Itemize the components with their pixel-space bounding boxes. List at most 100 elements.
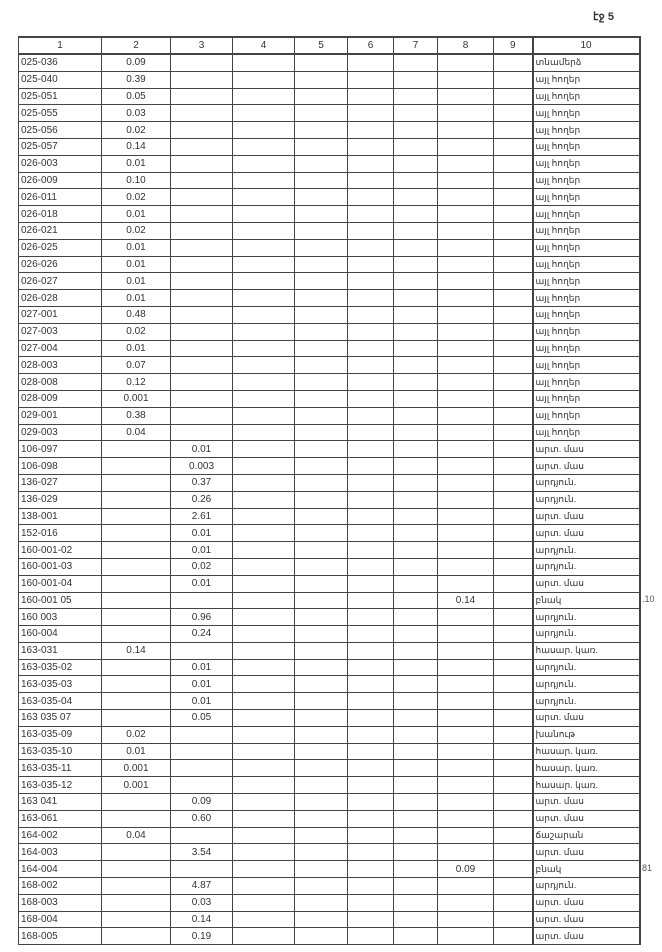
parcel-code-cell: 026-009 bbox=[18, 171, 102, 190]
area-cell-col-5 bbox=[294, 843, 348, 862]
parcel-code-cell: 163-035-03 bbox=[18, 675, 102, 694]
area-cell-col-2: 0.14 bbox=[101, 137, 171, 156]
area-cell-col-8 bbox=[437, 490, 494, 509]
area-cell-col-2: 0.02 bbox=[101, 188, 171, 207]
area-cell-col-8 bbox=[437, 709, 494, 727]
area-cell-col-9 bbox=[493, 893, 533, 912]
area-cell-col-5 bbox=[294, 272, 348, 291]
table-row: 025-036 0.09 տնամերձ bbox=[18, 53, 641, 72]
parcel-code-cell: 168-003 bbox=[18, 893, 102, 912]
area-cell-col-6 bbox=[347, 809, 394, 828]
parcel-code-cell: 163-035-12 bbox=[18, 776, 102, 795]
area-cell-col-8 bbox=[437, 457, 494, 475]
area-cell-col-8 bbox=[437, 742, 494, 761]
area-cell-col-4 bbox=[232, 725, 295, 744]
area-cell-col-9 bbox=[493, 910, 533, 929]
area-cell-col-5 bbox=[294, 608, 348, 627]
parcel-code-cell: 106-097 bbox=[18, 440, 102, 459]
area-cell-col-2: 0.001 bbox=[101, 389, 171, 408]
area-cell-col-4 bbox=[232, 742, 295, 761]
area-cell-col-5 bbox=[294, 457, 348, 475]
area-cell-col-9 bbox=[493, 188, 533, 207]
area-cell-col-8 bbox=[437, 675, 494, 694]
area-cell-col-4 bbox=[232, 221, 295, 240]
table-row: 027-004 0.01 այլ հողեր bbox=[18, 339, 641, 358]
area-cell-col-2 bbox=[101, 457, 171, 475]
column-header-5: 5 bbox=[294, 36, 348, 55]
area-cell-col-5 bbox=[294, 759, 348, 778]
area-cell-col-4 bbox=[232, 53, 295, 72]
land-use-cell: արդյուն. bbox=[531, 658, 641, 677]
table-row: 160-001 05 0.14 բնակ bbox=[18, 591, 641, 610]
area-cell-col-4 bbox=[232, 557, 295, 576]
area-cell-col-8 bbox=[437, 171, 494, 190]
area-cell-col-9 bbox=[493, 171, 533, 190]
parcel-code-cell: 163 041 bbox=[18, 793, 102, 811]
area-cell-col-6 bbox=[347, 877, 394, 895]
area-cell-col-5 bbox=[294, 625, 348, 643]
area-cell-col-4 bbox=[232, 171, 295, 190]
area-cell-col-2: 0.39 bbox=[101, 70, 171, 89]
land-use-cell: բնակ bbox=[531, 591, 641, 610]
parcel-code-cell: 163-035-10 bbox=[18, 742, 102, 761]
parcel-code-cell: 136-029 bbox=[18, 490, 102, 509]
area-cell-col-4 bbox=[232, 910, 295, 929]
area-cell-col-9 bbox=[493, 675, 533, 694]
area-cell-col-3: 0.19 bbox=[170, 927, 233, 946]
area-cell-col-5 bbox=[294, 675, 348, 694]
area-cell-col-7 bbox=[393, 742, 438, 761]
area-cell-col-6 bbox=[347, 255, 394, 274]
area-cell-col-5 bbox=[294, 524, 348, 543]
land-use-cell: հասար. կառ. bbox=[531, 742, 641, 761]
area-cell-col-3 bbox=[170, 373, 233, 391]
area-cell-col-6 bbox=[347, 658, 394, 677]
table-row: 164-003 3.54 արտ. մաս bbox=[18, 843, 641, 862]
table-row: 025-056 0.02 այլ հողեր bbox=[18, 121, 641, 139]
area-cell-col-9 bbox=[493, 440, 533, 459]
area-cell-col-7 bbox=[393, 322, 438, 341]
area-cell-col-7 bbox=[393, 188, 438, 207]
table-row: 027-003 0.02 այլ հողեր bbox=[18, 322, 641, 341]
land-use-cell: արտ. մաս bbox=[531, 524, 641, 543]
area-cell-col-8 bbox=[437, 70, 494, 89]
area-cell-col-9 bbox=[493, 860, 533, 879]
area-cell-col-8 bbox=[437, 121, 494, 139]
area-cell-col-3 bbox=[170, 826, 233, 845]
land-use-cell: արտ. մաս bbox=[531, 709, 641, 727]
area-cell-col-2: 0.001 bbox=[101, 776, 171, 795]
area-cell-col-5 bbox=[294, 490, 348, 509]
area-cell-col-4 bbox=[232, 70, 295, 89]
area-cell-col-9 bbox=[493, 356, 533, 375]
area-cell-col-6 bbox=[347, 171, 394, 190]
area-cell-col-6 bbox=[347, 524, 394, 543]
area-cell-col-9 bbox=[493, 641, 533, 660]
area-cell-col-8 bbox=[437, 322, 494, 341]
area-cell-col-9 bbox=[493, 490, 533, 509]
area-cell-col-3 bbox=[170, 406, 233, 425]
area-cell-col-4 bbox=[232, 793, 295, 811]
area-cell-col-9 bbox=[493, 692, 533, 711]
area-cell-col-2: 0.05 bbox=[101, 87, 171, 106]
area-cell-col-4 bbox=[232, 524, 295, 543]
area-cell-col-6 bbox=[347, 843, 394, 862]
column-header-6: 6 bbox=[347, 36, 394, 55]
area-cell-col-4 bbox=[232, 238, 295, 257]
area-cell-col-4 bbox=[232, 389, 295, 408]
parcel-code-cell: 160 003 bbox=[18, 608, 102, 627]
area-cell-col-7 bbox=[393, 524, 438, 543]
area-cell-col-6 bbox=[347, 927, 394, 946]
parcel-code-cell: 163-031 bbox=[18, 641, 102, 660]
area-cell-col-4 bbox=[232, 154, 295, 173]
area-cell-col-5 bbox=[294, 188, 348, 207]
land-use-cell: արդյուն. bbox=[531, 675, 641, 694]
table-row: 026-026 0.01 այլ հողեր bbox=[18, 255, 641, 274]
table-row: 029-003 0.04 այլ հողեր bbox=[18, 423, 641, 442]
area-cell-col-4 bbox=[232, 709, 295, 727]
area-cell-col-7 bbox=[393, 893, 438, 912]
area-cell-col-7 bbox=[393, 692, 438, 711]
area-cell-col-6 bbox=[347, 473, 394, 492]
area-cell-col-5 bbox=[294, 709, 348, 727]
area-cell-col-6 bbox=[347, 389, 394, 408]
area-cell-col-4 bbox=[232, 591, 295, 610]
area-cell-col-8 bbox=[437, 205, 494, 223]
